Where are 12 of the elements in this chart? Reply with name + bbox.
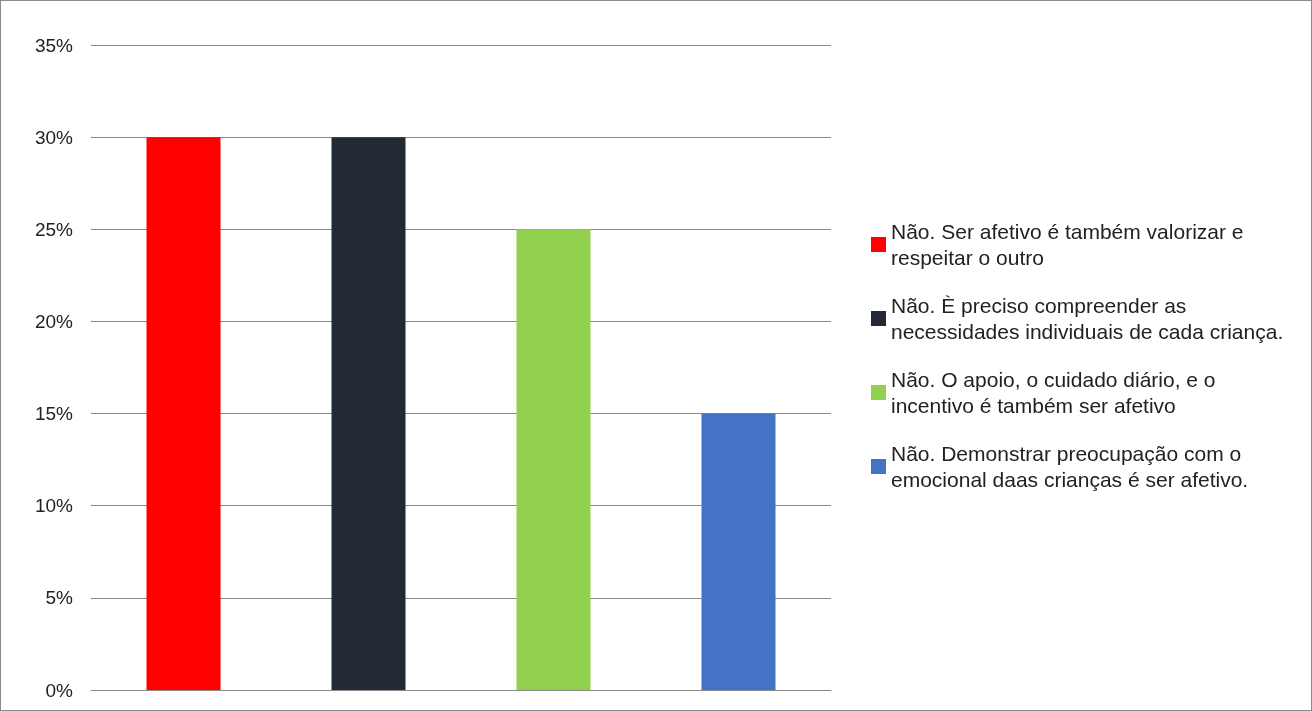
legend-label: Não. Ser afetivo é também valorizar e respeitar o outro: [891, 220, 1250, 269]
y-tick-label: 15%: [34, 403, 74, 425]
y-tick-label: 25%: [34, 218, 74, 240]
y-tick-label: 10%: [34, 495, 74, 517]
y-tick-label: 30%: [34, 126, 74, 148]
y-tick-label: 5%: [45, 587, 74, 609]
y-tick-label: 35%: [34, 34, 74, 56]
legend-label: Não. È preciso compreender as necessidades individuais de cada criança.: [891, 294, 1284, 343]
y-tick-label: 20%: [34, 310, 74, 332]
legend-label: Não. O apoio, o cuidado diário, e o incentivo é também ser afetivo: [891, 368, 1222, 417]
y-tick-label: 0%: [45, 679, 74, 701]
legend-label: Não. Demonstrar preocupação com o emocional daas crianças é ser afetivo.: [891, 442, 1249, 491]
